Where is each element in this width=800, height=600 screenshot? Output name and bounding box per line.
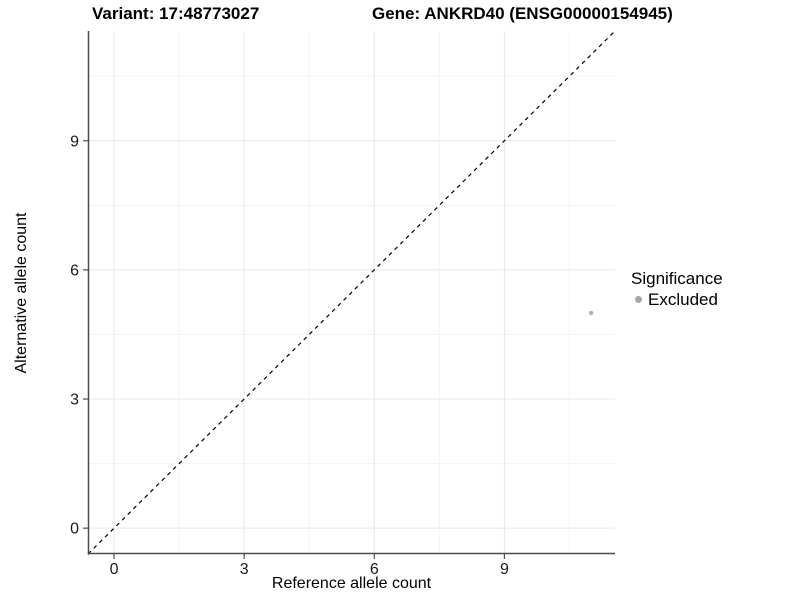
x-tick-label: 9: [500, 561, 509, 578]
legend-item-label: Excluded: [648, 290, 718, 309]
identity-reference-line: [87, 30, 616, 555]
legend-title: Significance: [631, 269, 723, 288]
plot-title-gene: Gene: ANKRD40 (ENSG00000154945): [372, 4, 673, 23]
y-tick-label: 9: [70, 133, 79, 150]
x-tick-label: 0: [110, 561, 119, 578]
data-point: [588, 310, 594, 316]
x-tick-label: 3: [240, 561, 249, 578]
y-axis-label: Alternative allele count: [13, 212, 30, 374]
legend: Significance Excluded: [631, 268, 723, 310]
x-axis-label: Reference allele count: [271, 575, 432, 592]
legend-point-icon: [635, 296, 642, 303]
y-tick-label: 3: [70, 392, 79, 409]
x-tick-label: 6: [370, 561, 379, 578]
plot-title-variant: Variant: 17:48773027: [92, 4, 260, 23]
legend-item: Excluded: [631, 289, 723, 310]
y-tick-label: 6: [70, 262, 79, 279]
y-tick-label: 0: [70, 521, 79, 538]
